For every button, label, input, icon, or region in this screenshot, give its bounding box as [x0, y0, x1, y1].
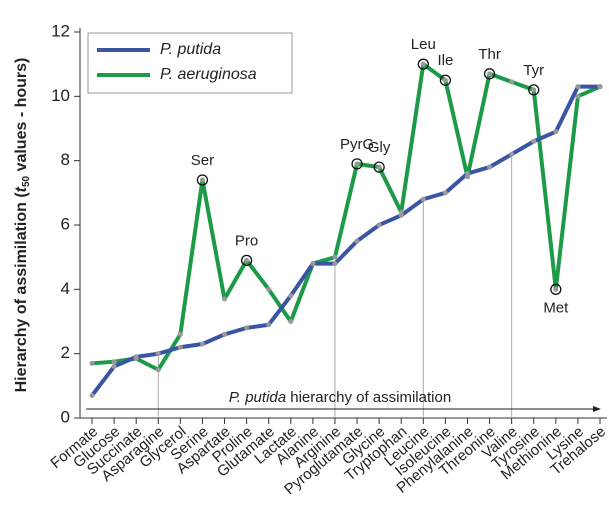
annotation: Tyr [523, 62, 544, 79]
point [111, 364, 117, 370]
annotation-circle [483, 68, 496, 80]
point [575, 84, 581, 90]
annotation: Ile [437, 52, 453, 69]
annotation-circle [240, 254, 253, 267]
point [487, 164, 493, 170]
annotation-circle [439, 74, 452, 86]
point [177, 344, 183, 350]
legend-box [87, 32, 293, 94]
point [376, 164, 382, 170]
point [509, 79, 515, 85]
point [199, 341, 205, 347]
legend-label: P. aeruginosa [160, 66, 257, 83]
point [398, 209, 404, 215]
point [133, 355, 139, 361]
point [199, 177, 205, 183]
y-tick-label: 6 [61, 214, 70, 233]
y-tick-label: 0 [61, 407, 70, 426]
point [89, 360, 95, 366]
point [288, 293, 294, 299]
arrow-label-part: hierarchy of assimilation [286, 389, 451, 406]
series-line [90, 84, 600, 397]
annotation: Ser [191, 152, 214, 169]
point [553, 129, 559, 135]
point [354, 238, 360, 244]
y-tick-label: 10 [51, 86, 70, 105]
annotation: PyrG [340, 136, 374, 153]
y-label-part: 50 [21, 175, 32, 187]
y-axis-label: Hierarchy of assimilation (t50 values - … [13, 58, 31, 393]
annotation: Leu [411, 36, 436, 53]
annotation-circle [528, 84, 540, 96]
point [575, 93, 581, 99]
point [332, 254, 338, 260]
point [266, 322, 272, 328]
point [266, 286, 272, 292]
point [420, 196, 426, 202]
y-label-part: Hierarchy of assimilation ( [13, 192, 30, 393]
annotation-circle [373, 161, 385, 173]
y-label-part: values - hours) [13, 58, 30, 176]
annotation-circle [550, 283, 562, 295]
point [597, 84, 603, 90]
point [376, 222, 382, 228]
point [111, 359, 117, 365]
point [509, 151, 515, 157]
annotation: Pro [235, 232, 258, 249]
point [155, 367, 161, 373]
y-tick-label: 8 [61, 150, 70, 169]
point [222, 296, 228, 302]
point [310, 261, 316, 267]
annotation: Gly [368, 139, 391, 156]
arrow-label-part: P. putida [229, 389, 286, 406]
y-tick-label: 4 [61, 279, 70, 298]
point [420, 61, 426, 67]
point [442, 190, 448, 196]
annotation: Met [543, 299, 569, 316]
annotation-circle [351, 158, 363, 170]
point [354, 161, 360, 167]
point [244, 257, 250, 263]
point [487, 71, 493, 77]
annotation-circle [196, 174, 209, 186]
point [464, 174, 470, 180]
arrow-label: P. putida hierarchy of assimilation [229, 389, 451, 406]
point [553, 286, 559, 292]
point [177, 331, 183, 337]
annotation-circle [417, 58, 429, 70]
point [155, 351, 161, 357]
point [531, 87, 537, 93]
point [288, 319, 294, 324]
y-tick-label: 12 [51, 21, 70, 40]
point [531, 138, 537, 144]
point [332, 261, 338, 267]
point [89, 392, 95, 398]
point [442, 77, 448, 83]
legend-label: P. putida [160, 41, 221, 58]
y-label-part: t [13, 186, 30, 192]
series-line [91, 62, 601, 372]
point [222, 331, 228, 337]
annotation: Thr [478, 46, 501, 63]
point [244, 325, 250, 331]
y-tick-label: 2 [61, 343, 70, 362]
